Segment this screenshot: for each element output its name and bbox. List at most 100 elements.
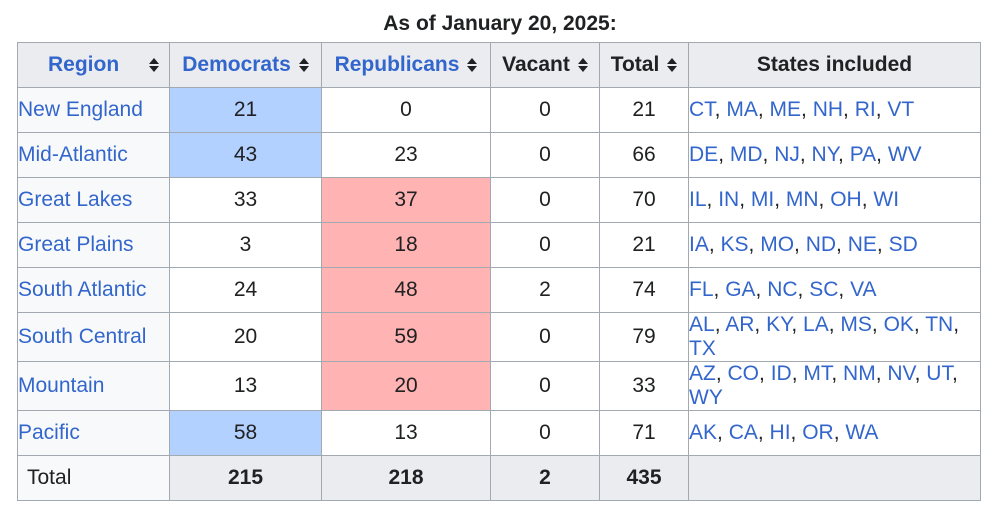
state-link[interactable]: ID [770, 362, 792, 385]
state-link[interactable]: HI [769, 421, 791, 444]
table-row: South Central 20 59 0 79 AL, AR, KY, LA, MS, … [17, 312, 981, 362]
state-link[interactable]: WI [873, 188, 900, 211]
state-link[interactable]: AL [689, 313, 715, 336]
state-link[interactable]: IN [718, 188, 740, 211]
separator: , [871, 313, 884, 336]
region-link[interactable]: South Central [18, 325, 147, 348]
column-header-region[interactable]: Region [17, 42, 170, 88]
republicans-cell: 18 [321, 222, 491, 268]
state-link[interactable]: NV [887, 362, 915, 385]
region-link[interactable]: Great Plains [18, 233, 134, 256]
state-link[interactable]: MS [840, 313, 872, 336]
total-cell: 21 [599, 222, 689, 268]
total-header-label: Total [610, 53, 660, 76]
state-link[interactable]: TN [925, 313, 954, 336]
state-link[interactable]: MA [726, 98, 758, 121]
state-link[interactable]: OK [883, 313, 914, 336]
table-row: Mid-Atlantic 43 23 0 66 DE, MD, NJ, NY, PA, W… [17, 132, 981, 178]
separator: , [717, 421, 729, 444]
column-header-republicans[interactable]: Republicans [321, 42, 491, 88]
state-link[interactable]: AK [689, 421, 718, 444]
state-link[interactable]: AZ [689, 362, 716, 385]
state-link[interactable]: MD [729, 143, 763, 166]
state-link[interactable]: GA [725, 278, 756, 301]
state-link[interactable]: VA [850, 278, 877, 301]
state-link[interactable]: MI [750, 188, 775, 211]
state-link[interactable]: OR [802, 421, 834, 444]
republicans-cell: 59 [321, 312, 491, 362]
region-link[interactable]: Mid-Atlantic [18, 143, 128, 166]
state-link[interactable]: SC [809, 278, 839, 301]
state-link[interactable]: KY [766, 313, 792, 336]
separator: , [754, 313, 767, 336]
column-header-vacant[interactable]: Vacant [490, 42, 600, 88]
separator: , [836, 233, 848, 256]
state-link[interactable]: UT [926, 362, 952, 385]
state-link[interactable]: KS [720, 233, 749, 256]
region-cell: South Central [17, 312, 170, 362]
region-header-label[interactable]: Region [48, 53, 120, 76]
total-cell: 70 [599, 177, 689, 223]
state-link[interactable]: NJ [774, 143, 800, 166]
separator: , [774, 188, 786, 211]
state-link[interactable]: MN [785, 188, 819, 211]
state-link[interactable]: CA [728, 421, 758, 444]
sort-icon[interactable] [298, 58, 309, 72]
separator: , [755, 278, 768, 301]
state-link[interactable]: NC [767, 278, 798, 301]
state-link[interactable]: ME [769, 98, 802, 121]
vacant-header-label: Vacant [502, 53, 570, 76]
sort-icon[interactable] [149, 58, 159, 72]
totals-row: Total 215 218 2 435 [17, 455, 981, 501]
state-link[interactable]: CO [727, 362, 760, 385]
separator: , [748, 233, 761, 256]
column-header-total[interactable]: Total [599, 42, 689, 88]
state-link[interactable]: TX [689, 337, 716, 360]
sort-icon[interactable] [467, 58, 478, 72]
state-link[interactable]: IL [689, 188, 707, 211]
republicans-cell: 23 [321, 132, 491, 178]
state-link[interactable]: NH [812, 98, 844, 121]
state-link[interactable]: LA [803, 313, 829, 336]
republicans-header-label[interactable]: Republicans [334, 53, 460, 76]
state-link[interactable]: WY [689, 386, 723, 409]
state-link[interactable]: NM [843, 362, 876, 385]
state-link[interactable]: VT [887, 98, 915, 121]
states-cell: CT, MA, ME, NH, RI, VT [688, 87, 981, 133]
sort-icon[interactable] [577, 58, 588, 72]
state-link[interactable]: MO [760, 233, 795, 256]
state-link[interactable]: CT [689, 98, 715, 121]
state-link[interactable]: DE [689, 143, 719, 166]
vacant-cell: 0 [490, 312, 600, 362]
state-link[interactable]: WA [845, 421, 879, 444]
state-link[interactable]: FL [689, 278, 714, 301]
state-link[interactable]: IA [689, 233, 709, 256]
separator: , [951, 362, 958, 385]
separator: , [843, 98, 855, 121]
region-link[interactable]: Pacific [18, 421, 80, 444]
state-link[interactable]: ND [805, 233, 837, 256]
vacant-cell: 2 [490, 267, 600, 313]
region-cell: South Atlantic [17, 267, 170, 313]
separator: , [876, 233, 889, 256]
states-cell: AZ, CO, ID, MT, NM, NV, UT, WY [688, 361, 981, 411]
region-link[interactable]: South Atlantic [18, 278, 147, 301]
state-link[interactable]: PA [849, 143, 877, 166]
sort-icon[interactable] [667, 58, 678, 72]
state-link[interactable]: NY [811, 143, 839, 166]
state-link[interactable]: OH [830, 188, 862, 211]
democrats-header-label[interactable]: Democrats [182, 53, 291, 76]
democrats-cell: 20 [169, 312, 322, 362]
state-link[interactable]: MT [803, 362, 832, 385]
column-header-democrats[interactable]: Democrats [169, 42, 322, 88]
state-link[interactable]: NE [847, 233, 877, 256]
region-link[interactable]: Great Lakes [18, 188, 133, 211]
state-link[interactable]: WV [887, 143, 922, 166]
region-link[interactable]: Mountain [18, 374, 105, 397]
region-link[interactable]: New England [18, 98, 143, 121]
separator: , [762, 143, 775, 166]
state-link[interactable]: RI [854, 98, 876, 121]
state-link[interactable]: SD [888, 233, 918, 256]
state-link[interactable]: AR [725, 313, 755, 336]
states-cell: DE, MD, NJ, NY, PA, WV [688, 132, 981, 178]
